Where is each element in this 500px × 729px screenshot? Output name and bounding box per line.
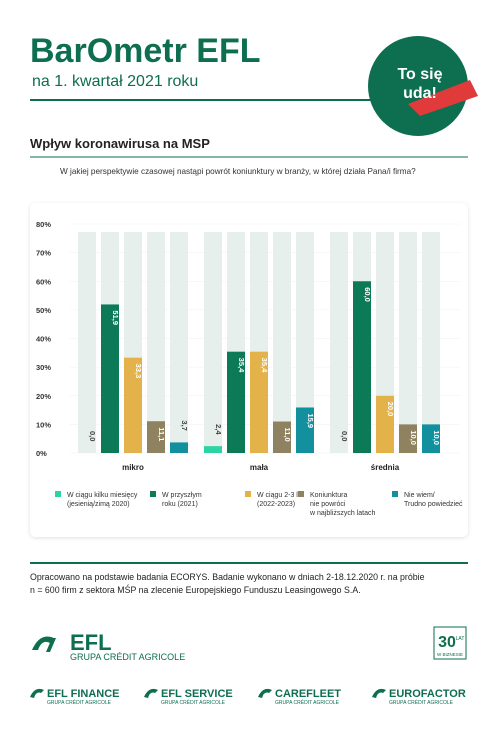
- x-tick-label: średnia: [371, 463, 400, 472]
- badge: [368, 36, 468, 136]
- brand-group: GRUPA CRÉDIT AGRICOLE: [389, 699, 454, 706]
- brand-name: EFL FINANCE: [47, 688, 120, 700]
- ca-icon: [32, 636, 56, 652]
- bar: [353, 281, 371, 453]
- bar: [296, 407, 314, 453]
- y-tick-label: 60%: [36, 277, 51, 286]
- bar: [227, 351, 245, 453]
- y-tick-label: 10%: [36, 420, 51, 429]
- x-tick-label: mikro: [122, 463, 144, 472]
- bar-background: [330, 232, 348, 453]
- bar: [204, 446, 222, 453]
- chart-title: Wpływ koronawirusa na MSP: [30, 136, 210, 151]
- footnote: n = 600 firm z sektora MŚP na zlecenie E…: [30, 584, 361, 595]
- bar-background: [273, 232, 291, 453]
- brand-name: EFL SERVICE: [161, 688, 233, 700]
- ca-icon: [30, 688, 44, 698]
- bar-background: [170, 232, 188, 453]
- footnote: Opracowano na podstawie badania ECORYS. …: [30, 572, 425, 582]
- legend-label: Koniunktura nie powróci w najbliższych lat…: [309, 492, 375, 517]
- value-label: 35,4: [260, 358, 269, 373]
- y-tick-label: 80%: [36, 220, 51, 229]
- legend-label: Nie wiem/Trudno powiedzieć: [404, 492, 463, 508]
- bar: [101, 304, 119, 453]
- ca-icon: [144, 688, 158, 698]
- anniversary-unit: LAT: [456, 636, 465, 642]
- bar: [376, 395, 394, 453]
- value-label: 35,4: [237, 358, 246, 373]
- brand-subtitle: na 1. kwartał 2021 roku: [32, 73, 198, 90]
- legend-label: W ciągu 2-3 lat (2022-2023): [257, 492, 304, 508]
- value-label: 15,9: [306, 413, 315, 428]
- bar-background: [147, 232, 165, 453]
- bar: [422, 424, 440, 453]
- x-tick-label: mała: [250, 463, 269, 472]
- logo-group: GRUPA CRÉDIT AGRICOLE: [70, 652, 185, 662]
- brand-name: CAREFLEET: [275, 688, 341, 700]
- y-tick-label: 40%: [36, 335, 51, 344]
- value-label: 11,1: [157, 427, 166, 441]
- bar-background: [422, 232, 440, 453]
- anniversary-box: [433, 626, 467, 660]
- anniversary-caption: W BIZNESIE: [437, 652, 463, 657]
- bar-background: [78, 232, 96, 453]
- bar: [273, 421, 291, 453]
- y-tick-label: 30%: [36, 363, 51, 372]
- bar-background: [296, 232, 314, 453]
- value-label: 10,0: [432, 430, 441, 445]
- badge-ribbon: [408, 80, 478, 116]
- value-label: 10,0: [409, 430, 418, 445]
- value-label: 60,0: [363, 287, 372, 302]
- value-label: 0,0: [340, 431, 349, 441]
- brand-title: BarOmetr EFL: [30, 32, 261, 70]
- ca-icon: [372, 688, 386, 698]
- value-label: 11,0: [283, 428, 292, 442]
- bar: [399, 424, 417, 453]
- value-label: 33,3: [134, 364, 143, 379]
- legend-label: W ciągu kilku miesięcy (jesienią/zimą 202…: [67, 492, 138, 508]
- ca-icon: [258, 688, 272, 698]
- brand-group: GRUPA CRÉDIT AGRICOLE: [47, 699, 112, 706]
- badge-text: uda!: [403, 85, 437, 102]
- bar-background: [204, 232, 222, 453]
- value-label: 0,0: [88, 431, 97, 441]
- y-tick-label: 70%: [36, 249, 51, 258]
- brand-name: EUROFACTOR: [389, 688, 466, 700]
- legend-swatch: [298, 491, 304, 497]
- bar-background: [399, 232, 417, 453]
- value-label: 51,9: [111, 310, 120, 325]
- bar: [170, 442, 188, 453]
- legend-swatch: [392, 491, 398, 497]
- value-label: 20,0: [386, 402, 395, 417]
- anniversary-number: 30: [438, 634, 456, 651]
- bar: [124, 357, 142, 453]
- brand-group: GRUPA CRÉDIT AGRICOLE: [275, 699, 340, 706]
- plot: 0% 10% 20% 30% 40% 50% 60% 70% 80% 0,0 51,9 33,3 11,…: [36, 220, 463, 517]
- bar: [250, 351, 268, 453]
- y-tick-label: 50%: [36, 306, 51, 315]
- legend-swatch: [55, 491, 61, 497]
- value-label: 3,7: [180, 420, 189, 430]
- bar: [147, 421, 165, 453]
- y-tick-label: 0%: [36, 449, 47, 458]
- badge-text: To się: [397, 66, 442, 83]
- logo-name: EFL: [70, 630, 112, 655]
- value-label: 2,4: [214, 424, 223, 435]
- legend-swatch: [150, 491, 156, 497]
- brand-group: GRUPA CRÉDIT AGRICOLE: [161, 699, 226, 706]
- y-tick-label: 20%: [36, 392, 51, 401]
- legend-label: W przyszłym roku (2021): [162, 492, 202, 508]
- legend-swatch: [245, 491, 251, 497]
- chart-subtitle: W jakiej perspektywie czasowej nastąpi p…: [60, 167, 416, 176]
